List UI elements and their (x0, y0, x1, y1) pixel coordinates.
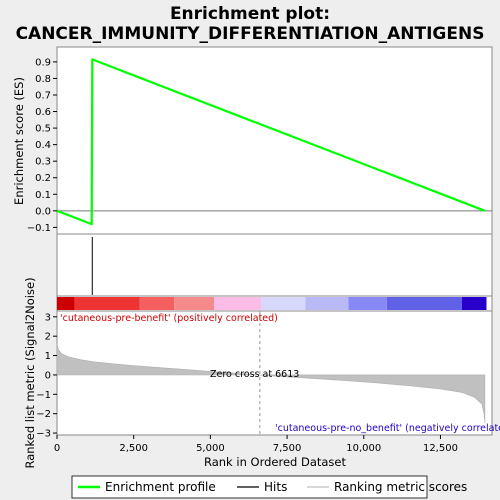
hits-panel (56, 233, 493, 297)
color-bar-segment (386, 297, 462, 310)
zero-cross-label: Zero cross at 6613 (210, 369, 299, 380)
es-y-tick-label: 0.0 (35, 206, 51, 217)
metric-y-tick-label: −2 (36, 409, 51, 420)
metric-y-tick-label: 1 (45, 351, 51, 362)
es-y-tick-label: 0.2 (35, 173, 51, 184)
metric-y-tick-label: −3 (36, 429, 51, 440)
color-bar-segment (57, 297, 75, 310)
color-bar-segment (174, 297, 215, 310)
es-y-tick-label: 0.5 (35, 124, 51, 135)
legend-items: Enrichment profile Hits Ranking metric sco… (78, 480, 467, 494)
legend-label: Hits (264, 480, 287, 494)
ranking-metric-area (56, 311, 486, 435)
color-bar-segment (461, 297, 487, 310)
es-y-tick-label: 0.7 (35, 90, 51, 101)
es-y-tick-label: 0.3 (35, 157, 51, 168)
color-bar-segment (74, 297, 140, 310)
metric-y-axis-label: Ranked list metric (Signal2Noise) (23, 277, 37, 468)
metric-y-axis: 3 2 1 0 −1 −2 −3 (36, 312, 57, 440)
color-bar (57, 297, 487, 310)
x-tick-label: 10,000 (346, 443, 381, 454)
es-y-tick-label: 0.8 (35, 74, 51, 85)
es-y-tick-label: −0.1 (27, 223, 51, 234)
color-bar-segment (214, 297, 262, 310)
enrichment-profile-line (56, 58, 486, 226)
chart-title-line2: CANCER_IMMUNITY_DIFFERENTIATION_ANTIGENS (16, 24, 485, 44)
es-panel (56, 46, 493, 235)
positive-label: 'cutaneous-pre-benefit' (positively corr… (60, 313, 278, 324)
x-axis: 0 2,500 5,000 7,500 10,000 12,500 (54, 435, 458, 454)
color-bar-segment (139, 297, 175, 310)
chart-title-line1: Enrichment plot: (170, 4, 330, 24)
color-bar-segment (348, 297, 387, 310)
es-y-tick-label: 0.1 (35, 190, 51, 201)
x-tick-label: 7,500 (273, 443, 302, 454)
ranking-metric-scores (56, 343, 486, 424)
x-tick-label: 5,000 (196, 443, 225, 454)
x-tick-label: 0 (54, 443, 60, 454)
x-tick-label: 2,500 (119, 443, 148, 454)
es-y-tick-label: 0.9 (35, 57, 51, 68)
metric-y-tick-label: 2 (45, 332, 51, 343)
legend-label: Enrichment profile (105, 480, 216, 494)
es-y-axis: −0.1 0.0 0.1 0.2 0.3 0.4 0.5 0.6 0.7 0.8 0.9 (27, 57, 57, 234)
metric-y-tick-label: 0 (45, 370, 51, 381)
enrichment-profile (56, 58, 486, 226)
metric-y-tick-label: 3 (45, 312, 51, 323)
es-y-axis-label: Enrichment score (ES) (12, 77, 26, 205)
x-axis-label: Rank in Ordered Dataset (204, 455, 347, 469)
legend-label: Ranking metric scores (334, 480, 467, 494)
color-bar-segment (305, 297, 349, 310)
metric-y-tick-label: −1 (36, 390, 51, 401)
x-tick-label: 12,500 (423, 443, 458, 454)
negative-label: 'cutaneous-pre-no_benefit' (negatively c… (275, 423, 500, 434)
color-bar-segment (261, 297, 306, 310)
es-y-tick-label: 0.6 (35, 107, 51, 118)
es-y-tick-label: 0.4 (35, 140, 51, 151)
